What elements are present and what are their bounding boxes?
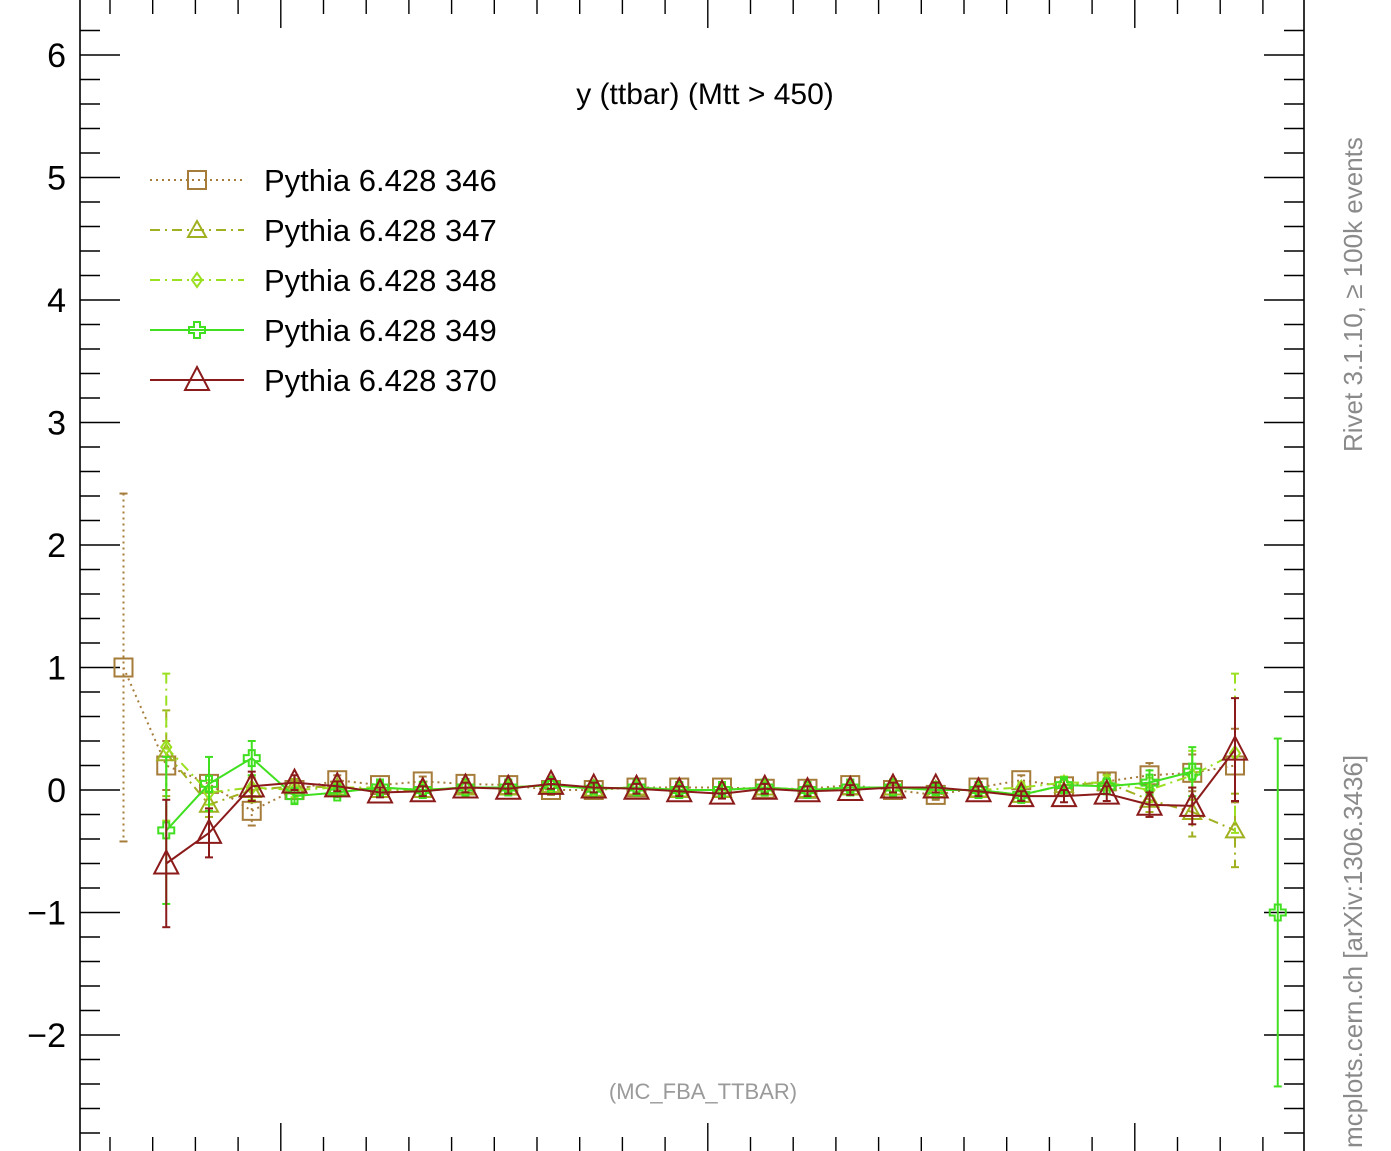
legend-marker — [190, 271, 204, 289]
data-point — [195, 817, 223, 844]
data-point — [580, 772, 608, 799]
series-layer — [113, 492, 1287, 1088]
legend-marker — [188, 321, 206, 339]
y-tick-label: −2 — [27, 1017, 66, 1055]
watermark-label: (MC_FBA_TTBAR) — [609, 1079, 797, 1104]
data-point — [622, 773, 651, 800]
data-point — [537, 768, 565, 795]
x-axis-ticks — [109, 0, 1264, 1151]
data-point — [409, 776, 437, 803]
legend: Pythia 6.428 346 Pythia 6.428 347 Pythia 6… — [150, 163, 497, 398]
y-tick-label: 4 — [47, 282, 66, 320]
data-point — [366, 777, 394, 804]
y-tick-label: 2 — [47, 527, 66, 565]
side-label-top: Rivet 3.1.10, ≥ 100k events — [1338, 137, 1368, 452]
y-tick-label: 1 — [47, 650, 66, 688]
legend-label: Pythia 6.428 347 — [264, 213, 497, 248]
plot-border — [79, 0, 1305, 1151]
data-point — [964, 776, 993, 803]
legend-label: Pythia 6.428 370 — [264, 363, 497, 398]
y-tick-label: 6 — [47, 37, 66, 75]
plot-frame — [79, 0, 1305, 1151]
data-point — [1050, 780, 1078, 808]
legend-label: Pythia 6.428 349 — [264, 313, 497, 348]
legend-label: Pythia 6.428 348 — [264, 263, 497, 298]
chart-title: y (ttbar) (Mtt > 450) — [576, 78, 834, 111]
data-point — [751, 773, 779, 800]
data-point — [879, 772, 907, 799]
data-point — [160, 738, 173, 756]
y-tick-label: 3 — [47, 405, 66, 443]
data-point — [1268, 903, 1287, 922]
data-point — [152, 848, 180, 875]
data-point — [1178, 790, 1206, 817]
data-point — [1183, 762, 1202, 781]
y-tick-label: 5 — [47, 160, 66, 198]
legend-item: Pythia 6.428 347 — [150, 213, 497, 248]
data-point — [113, 657, 134, 678]
legend-marker — [187, 170, 207, 190]
data-point — [157, 821, 176, 840]
data-point — [451, 772, 480, 799]
data-point — [456, 778, 475, 797]
data-point — [238, 771, 266, 798]
y-axis-tick-labels: −2 −1 0 1 2 3 4 5 6 — [27, 37, 66, 1055]
y-tick-label: −1 — [27, 895, 66, 933]
data-point — [665, 776, 693, 803]
legend-marker — [183, 364, 211, 391]
data-point — [280, 767, 309, 794]
y-axis-ticks — [80, 29, 1304, 1134]
data-point — [922, 772, 950, 799]
data-point — [1221, 734, 1249, 761]
data-point — [1007, 780, 1035, 808]
data-point — [200, 774, 218, 793]
legend-marker — [186, 218, 208, 238]
series-5 — [152, 697, 1249, 929]
data-point — [836, 774, 864, 801]
data-point — [884, 778, 902, 797]
data-point — [793, 776, 822, 803]
legend-item: Pythia 6.428 370 — [150, 363, 497, 398]
data-point — [1224, 819, 1246, 839]
legend-item: Pythia 6.428 349 — [150, 313, 497, 348]
legend-label: Pythia 6.428 346 — [264, 163, 497, 198]
data-point — [494, 773, 522, 800]
side-label-bottom: mcplots.cern.ch [arXiv:1306.3436] — [1338, 755, 1368, 1148]
legend-item: Pythia 6.428 348 — [150, 263, 497, 298]
data-point — [323, 771, 351, 798]
legend-item: Pythia 6.428 346 — [150, 163, 497, 198]
data-point — [1093, 778, 1121, 805]
data-point — [1135, 789, 1164, 816]
data-point — [708, 778, 736, 805]
data-point — [1055, 776, 1073, 795]
y-tick-label: 0 — [47, 772, 66, 810]
data-point — [1140, 773, 1159, 792]
data-point — [242, 749, 261, 768]
